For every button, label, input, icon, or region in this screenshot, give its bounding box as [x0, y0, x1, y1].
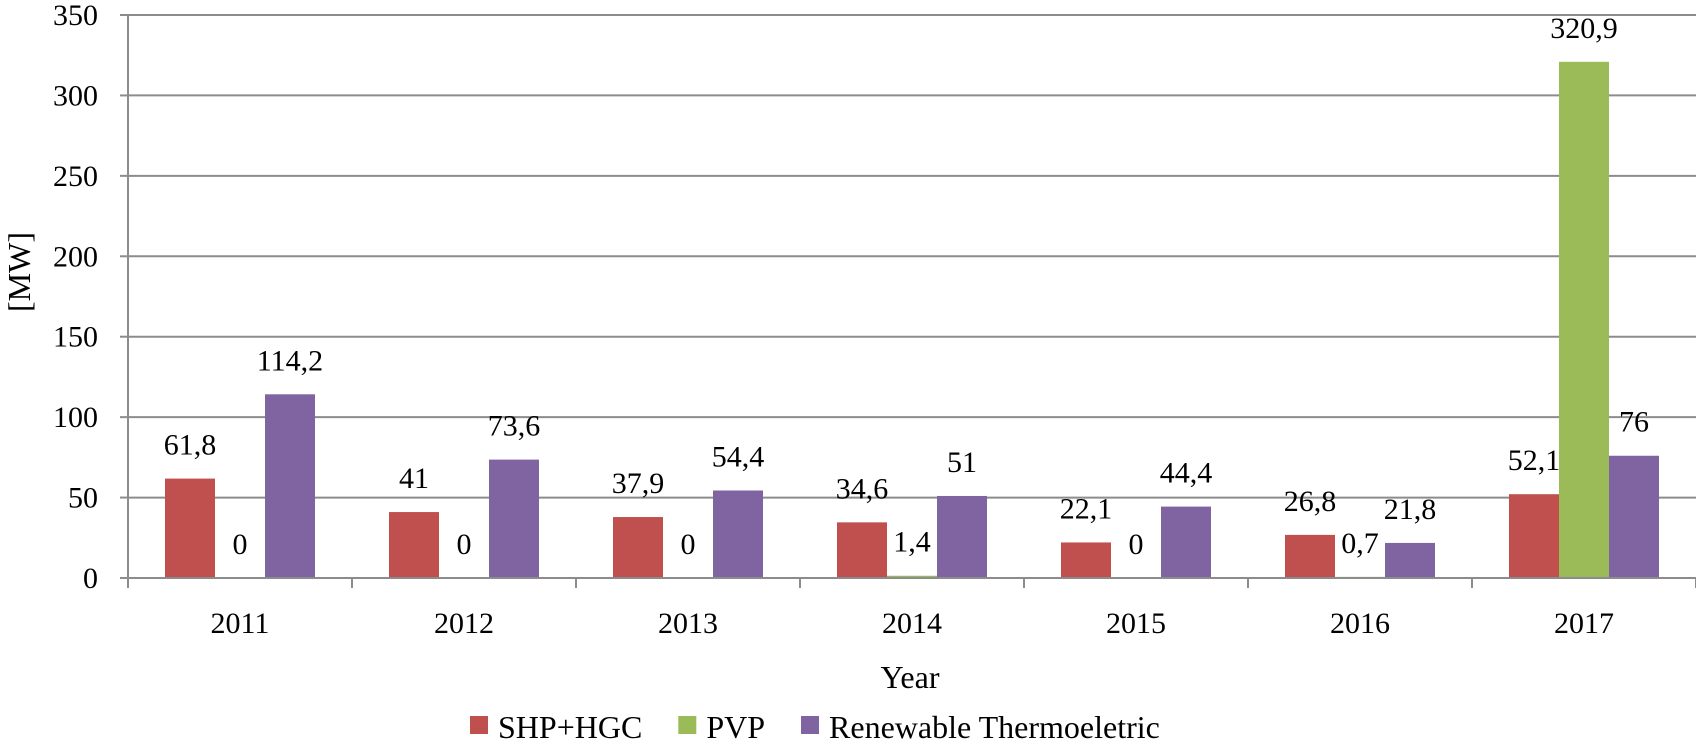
legend: SHP+HGC PVP Renewable Thermoeletric [470, 709, 1160, 745]
y-axis-title: [MW] [1, 232, 37, 312]
data-label: 1,4 [893, 526, 931, 559]
legend-swatch [678, 716, 697, 734]
data-labels: 61,8 0 114,2 41 0 73,6 37,9 0 54,4 34,61,4 51 22,1 0… [164, 12, 1649, 561]
y-tick-label: 50 [68, 482, 98, 515]
legend-label: PVP [706, 709, 765, 745]
data-label: 61,8 [164, 429, 217, 462]
legend-label: Renewable Thermoeletric [829, 709, 1160, 745]
bar [165, 478, 215, 578]
bar [1061, 542, 1111, 578]
data-label: 52,1 [1508, 444, 1561, 477]
data-label: 21,8 [1384, 493, 1437, 526]
bar [713, 490, 763, 578]
data-label: 34,6 [836, 472, 889, 505]
x-tick-label: 2011 [211, 607, 270, 640]
y-tick-label: 150 [53, 321, 98, 354]
x-tick-label: 2016 [1330, 607, 1390, 640]
y-tick-label: 300 [53, 79, 98, 112]
x-tick-label: 2017 [1554, 607, 1614, 640]
gridlines [128, 14, 1696, 499]
y-tick-label: 350 [53, 0, 98, 32]
y-tick-label: 250 [53, 160, 98, 193]
legend-swatch [470, 716, 488, 734]
data-label: 51 [947, 446, 977, 479]
data-label: 22,1 [1060, 492, 1113, 525]
data-label: 26,8 [1284, 485, 1337, 518]
data-label: 54,4 [712, 440, 765, 473]
bars [165, 61, 1659, 578]
data-label: 0 [681, 528, 696, 561]
y-tick-label: 0 [83, 562, 98, 595]
axes [120, 14, 1696, 588]
data-label: 73,6 [488, 410, 541, 443]
bar [887, 575, 937, 578]
tick-labels: 0 50 100 150 200 250 300 350 2011 2012 2013 2014 201… [53, 0, 1614, 640]
bar [389, 512, 439, 578]
data-label: 114,2 [257, 344, 323, 377]
data-label: 0,7 [1341, 527, 1379, 560]
bar [1509, 494, 1559, 578]
data-label: 76 [1619, 406, 1649, 439]
legend-label: SHP+HGC [498, 709, 642, 745]
bar [937, 495, 987, 578]
bar [265, 394, 315, 578]
x-tick-label: 2013 [658, 607, 718, 640]
x-tick-label: 2012 [434, 607, 494, 640]
bar [1559, 61, 1609, 578]
bar [1385, 542, 1435, 578]
data-label: 0 [457, 528, 472, 561]
bar [1285, 534, 1335, 578]
data-label: 0 [1129, 528, 1144, 561]
legend-swatch [801, 716, 820, 734]
x-tick-label: 2015 [1106, 607, 1166, 640]
y-tick-label: 100 [53, 401, 98, 434]
data-label: 0 [233, 528, 248, 561]
data-label: 44,4 [1160, 457, 1213, 490]
bar [1609, 455, 1659, 578]
x-axis-title: Year [881, 659, 940, 695]
data-label: 41 [399, 462, 429, 495]
y-tick-label: 200 [53, 240, 98, 273]
bar [489, 459, 539, 578]
bar [837, 522, 887, 578]
data-label: 37,9 [612, 467, 665, 500]
x-tick-label: 2014 [882, 607, 942, 640]
data-label: 320,9 [1550, 12, 1618, 45]
bar [1161, 506, 1211, 578]
bar [613, 517, 663, 578]
